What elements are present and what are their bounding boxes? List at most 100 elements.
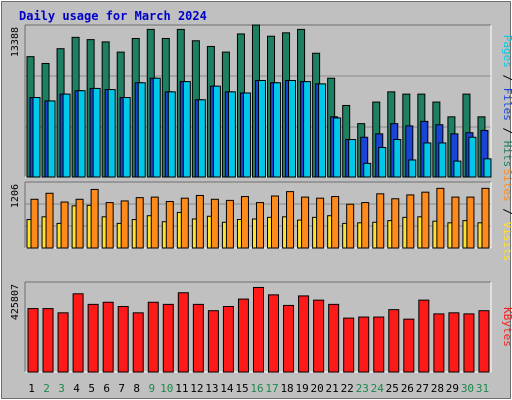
x-tick-label: 6 (103, 382, 110, 395)
bar-kbytes-day-29 (448, 312, 460, 373)
x-tick-label: 19 (295, 382, 308, 395)
x-tick-label: 30 (461, 382, 474, 395)
x-tick-label: 18 (280, 382, 293, 395)
bar-sites-day-17 (271, 195, 280, 249)
bar-sites-day-30 (466, 196, 475, 249)
x-tick-label: 28 (431, 382, 444, 395)
legend-segment: KBytes (501, 307, 512, 347)
bar-pages-day-29 (453, 160, 462, 178)
bar-sites-day-15 (240, 196, 249, 249)
legend-segment: Hits (501, 141, 512, 168)
bar-kbytes-day-17 (268, 294, 280, 373)
bar-pages-day-8 (137, 82, 146, 178)
x-tick-label: 12 (190, 382, 203, 395)
bar-pages-day-10 (167, 91, 176, 178)
x-axis-labels: 1 2 3 4 5 6 7 8 9 10 11 12 13 14 15 16 17 18 19 20 21 22 23 24 2… (28, 382, 489, 395)
bar-kbytes-day-21 (328, 303, 340, 373)
y-scale-max-label: 13388 (10, 27, 21, 57)
chart-title: Daily usage for March 2024 (19, 9, 207, 23)
bar-pages-day-3 (62, 93, 71, 178)
bar-pages-day-30 (468, 136, 477, 178)
x-tick-label: 20 (311, 382, 324, 395)
bar-pages-day-18 (288, 79, 297, 178)
legend-segment: / (501, 121, 512, 141)
bar-sites-day-1 (30, 198, 39, 249)
series-kbytes (27, 286, 490, 373)
bar-kbytes-day-31 (478, 310, 490, 373)
bar-sites-day-13 (210, 198, 219, 249)
bar-pages-day-20 (318, 83, 327, 178)
bar-sites-day-4 (75, 198, 84, 249)
legend-segment: Sites (501, 169, 512, 202)
bar-pages-day-27 (423, 142, 432, 178)
y-scale-max-label: 1206 (10, 184, 21, 208)
bar-kbytes-day-23 (358, 316, 370, 373)
legend-segment: / (501, 202, 512, 222)
bar-sites-day-3 (60, 201, 69, 249)
bar-kbytes-day-11 (177, 292, 189, 373)
bar-pages-day-9 (152, 77, 161, 178)
x-tick-label: 4 (73, 382, 80, 395)
x-tick-label: 29 (446, 382, 459, 395)
bar-pages-day-19 (303, 81, 312, 178)
bar-pages-day-26 (408, 159, 417, 178)
x-tick-label: 25 (386, 382, 399, 395)
panel-top: 13388 Pages / Files / Hits (10, 24, 512, 178)
x-tick-label: 11 (175, 382, 188, 395)
bar-pages-day-6 (107, 89, 116, 178)
panel-bottom: 425807 KBytes (10, 281, 512, 373)
bar-kbytes-day-22 (343, 317, 355, 373)
bar-pages-day-24 (378, 146, 387, 178)
bar-sites-day-19 (301, 196, 310, 249)
bar-kbytes-day-19 (298, 295, 310, 373)
bar-pages-day-22 (348, 139, 357, 178)
bar-sites-day-22 (346, 203, 355, 249)
x-tick-label: 15 (235, 382, 248, 395)
bar-kbytes-day-24 (373, 316, 385, 373)
bar-kbytes-day-27 (418, 299, 430, 373)
bar-sites-day-10 (165, 200, 174, 249)
x-tick-label: 5 (88, 382, 95, 395)
x-tick-label: 9 (148, 382, 155, 395)
bar-kbytes-day-5 (87, 303, 99, 373)
legend-segment: Pages (501, 35, 512, 68)
bar-pages-day-14 (227, 91, 236, 178)
bar-kbytes-day-9 (147, 301, 159, 373)
bar-sites-day-11 (180, 197, 189, 249)
bar-sites-day-18 (286, 191, 295, 249)
x-tick-label: 7 (118, 382, 125, 395)
panel-legend: Pages / Files / Hits (501, 35, 512, 168)
x-tick-label: 13 (205, 382, 218, 395)
bar-pages-day-28 (438, 142, 447, 178)
bar-kbytes-day-4 (72, 293, 84, 373)
bar-pages-day-12 (197, 99, 206, 178)
bar-kbytes-day-2 (42, 308, 54, 373)
x-tick-label: 2 (43, 382, 50, 395)
bar-sites-day-28 (436, 187, 445, 249)
chart-panels: 13388 Pages / Files / Hits 1206 Sites / Vis… (10, 24, 512, 373)
x-tick-label: 14 (220, 382, 234, 395)
x-tick-label: 31 (476, 382, 489, 395)
bar-pages-day-4 (77, 90, 86, 178)
legend-segment: Files (501, 88, 512, 121)
bar-pages-day-2 (47, 100, 56, 178)
bar-sites-day-21 (331, 196, 340, 249)
panel-legend: KBytes (501, 307, 512, 347)
bar-sites-day-29 (451, 196, 460, 249)
bar-kbytes-day-20 (313, 299, 325, 373)
bar-sites-day-27 (421, 191, 430, 249)
bar-kbytes-day-14 (222, 305, 234, 373)
x-tick-label: 1 (28, 382, 35, 395)
bar-sites-day-9 (150, 196, 159, 249)
bar-kbytes-day-7 (117, 305, 129, 373)
panel-legend: Sites / Visits (501, 169, 512, 262)
bar-sites-day-31 (481, 187, 490, 249)
x-tick-label: 16 (250, 382, 263, 395)
x-tick-label: 17 (265, 382, 278, 395)
bar-sites-day-25 (391, 198, 400, 249)
bar-sites-day-2 (45, 192, 54, 249)
bar-sites-day-8 (135, 197, 144, 249)
bar-sites-day-20 (316, 197, 325, 249)
bar-kbytes-day-12 (192, 303, 204, 373)
